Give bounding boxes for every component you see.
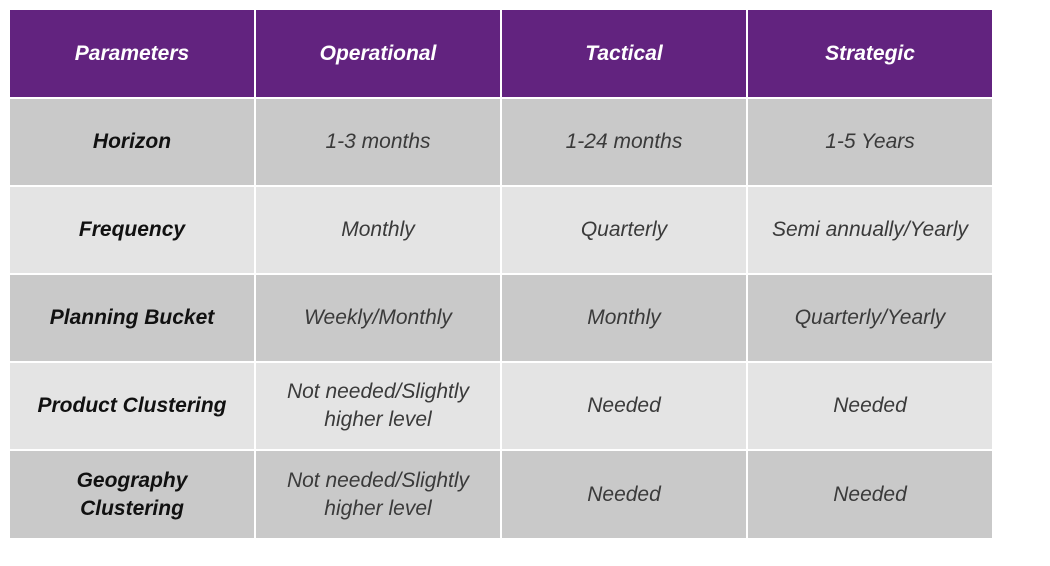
row-product-clustering-tactical: Needed — [502, 363, 746, 449]
row-planning-bucket-tactical: Monthly — [502, 275, 746, 361]
row-product-clustering-strategic: Needed — [748, 363, 992, 449]
row-planning-bucket-strategic: Quarterly/Yearly — [748, 275, 992, 361]
row-frequency-parameter: Frequency — [10, 187, 254, 273]
row-product-clustering-operational: Not needed/Slightly higher level — [256, 363, 500, 449]
planning-parameters-table: Parameters Operational Tactical Strategi… — [10, 10, 992, 538]
row-frequency-operational: Monthly — [256, 187, 500, 273]
row-planning-bucket-parameter: Planning Bucket — [10, 275, 254, 361]
header-parameters: Parameters — [10, 10, 254, 97]
row-frequency-strategic: Semi annually/Yearly — [748, 187, 992, 273]
row-horizon-operational: 1-3 months — [256, 99, 500, 185]
header-strategic: Strategic — [748, 10, 992, 97]
row-planning-bucket-operational: Weekly/Monthly — [256, 275, 500, 361]
row-geography-clustering-tactical: Needed — [502, 451, 746, 538]
header-tactical: Tactical — [502, 10, 746, 97]
row-frequency-tactical: Quarterly — [502, 187, 746, 273]
row-geography-clustering-strategic: Needed — [748, 451, 992, 538]
header-operational: Operational — [256, 10, 500, 97]
row-product-clustering-parameter: Product Clustering — [10, 363, 254, 449]
row-geography-clustering-operational: Not needed/Slightly higher level — [256, 451, 500, 538]
row-horizon-parameter: Horizon — [10, 99, 254, 185]
row-horizon-tactical: 1-24 months — [502, 99, 746, 185]
row-geography-clustering-parameter: Geography Clustering — [10, 451, 254, 538]
row-horizon-strategic: 1-5 Years — [748, 99, 992, 185]
